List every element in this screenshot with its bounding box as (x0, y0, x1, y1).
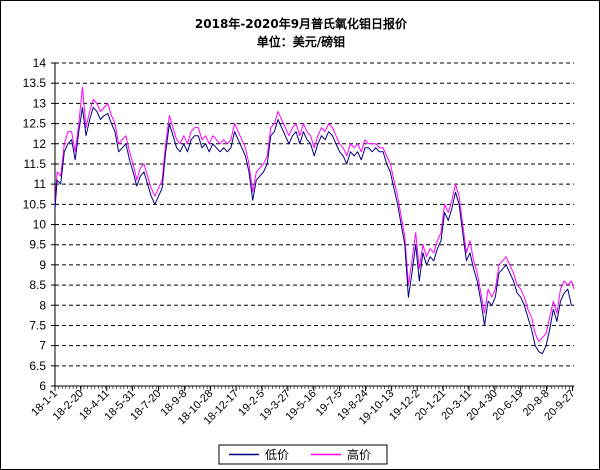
series-line-high (54, 86, 575, 343)
chart-subtitle: 单位：美元/磅钼 (256, 35, 346, 49)
legend (218, 444, 388, 465)
y-tick-label: 6 (39, 379, 46, 393)
y-tick-label: 11.5 (24, 157, 47, 171)
y-tick-label: 13 (33, 96, 47, 110)
y-tick-label: 9 (39, 258, 46, 272)
y-tick-label: 7.5 (29, 318, 46, 332)
y-tick-label: 10.5 (23, 197, 47, 211)
y-tick-label: 12.5 (23, 117, 47, 131)
y-tick-label: 7 (39, 339, 46, 353)
y-tick-label: 11 (34, 177, 47, 191)
y-tick-label: 8.5 (29, 278, 46, 292)
y-tick-label: 8 (39, 298, 46, 312)
y-tick-label: 12 (33, 137, 47, 151)
y-tick-label: 9.5 (29, 238, 46, 252)
legend-label: 低价 (265, 448, 289, 462)
chart-title: 2018年-2020年9月普氏氧化钼日报价 (194, 17, 408, 31)
series-line-low (54, 106, 574, 355)
legend-label: 高价 (347, 447, 371, 462)
y-tick-label: 13.5 (23, 76, 47, 90)
y-tick-label: 10 (33, 218, 47, 232)
y-tick-label: 6.5 (29, 359, 46, 373)
y-tick-label: 14 (33, 56, 47, 70)
